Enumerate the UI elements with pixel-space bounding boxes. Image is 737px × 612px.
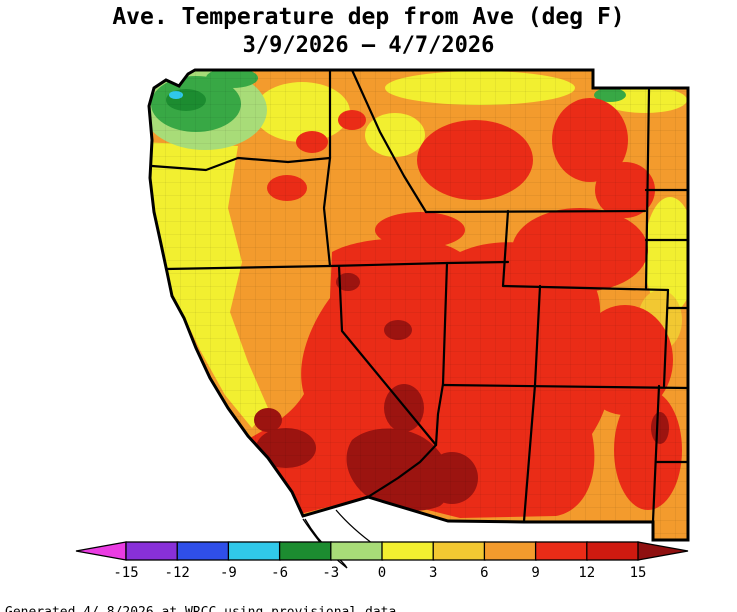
state-border-az-nm <box>522 383 537 523</box>
legend-arrow-left <box>75 541 127 561</box>
legend-tick-label: -6 <box>271 565 288 581</box>
state-border-41n <box>501 284 670 292</box>
anomaly-fill-layers <box>149 70 688 540</box>
state-border-colorado-river <box>366 382 445 499</box>
legend-arrow-right <box>637 541 689 561</box>
legend-tick-label: -9 <box>220 565 237 581</box>
state-border-wa-or <box>150 156 332 172</box>
region-outline <box>147 68 690 542</box>
footer: Generated 4/ 8/2026 at WRCC using provis… <box>5 573 404 612</box>
state-border-co-east <box>662 288 670 388</box>
legend-segment <box>432 541 486 561</box>
generated-note: Generated 4/ 8/2026 at WRCC using provis… <box>5 605 404 612</box>
state-border-ut-co <box>533 284 542 387</box>
legend-segment <box>483 541 537 561</box>
legend-tick-label: 9 <box>531 565 539 581</box>
state-border-ca-nv <box>337 264 438 447</box>
legend-segment <box>381 541 435 561</box>
legend-colorbar: -15 -12 -9 -6 -3 0 3 6 9 12 15 <box>75 541 689 581</box>
state-border-mt-id <box>350 68 428 214</box>
legend-segment <box>125 541 179 561</box>
legend-tick-label: 0 <box>378 565 386 581</box>
legend-segment <box>534 541 589 561</box>
legend-tick-label: -12 <box>165 565 190 581</box>
legend-segment <box>278 541 333 561</box>
map-date-range: 3/9/2026 – 4/7/2026 <box>242 33 495 58</box>
state-border-nv-ut <box>441 261 449 386</box>
state-border-nm-east <box>651 384 661 523</box>
legend-segment <box>586 541 640 561</box>
county-grid-overlay <box>149 70 688 540</box>
legend-tick-label: 15 <box>630 565 647 581</box>
legend-segment <box>227 541 281 561</box>
legend-tick-label: 6 <box>480 565 488 581</box>
state-border-wy-west <box>501 209 510 288</box>
legend-segment <box>176 541 230 561</box>
title-block: Ave. Temperature dep from Ave (deg F) 3/… <box>0 4 737 58</box>
state-border-mt-south <box>424 209 647 214</box>
legend-segment <box>330 541 384 561</box>
map-title: Ave. Temperature dep from Ave (deg F) <box>112 4 625 30</box>
state-border-plains-stubs <box>644 188 690 464</box>
state-border-37n <box>441 383 690 390</box>
legend-tick-label: 12 <box>578 565 595 581</box>
state-borders <box>150 68 690 523</box>
legend-tick-label: -3 <box>322 565 339 581</box>
legend-tick-label: -15 <box>113 565 138 581</box>
legend-tick-label: 3 <box>429 565 437 581</box>
state-border-42n <box>164 260 510 271</box>
state-border-or-id <box>322 156 332 268</box>
